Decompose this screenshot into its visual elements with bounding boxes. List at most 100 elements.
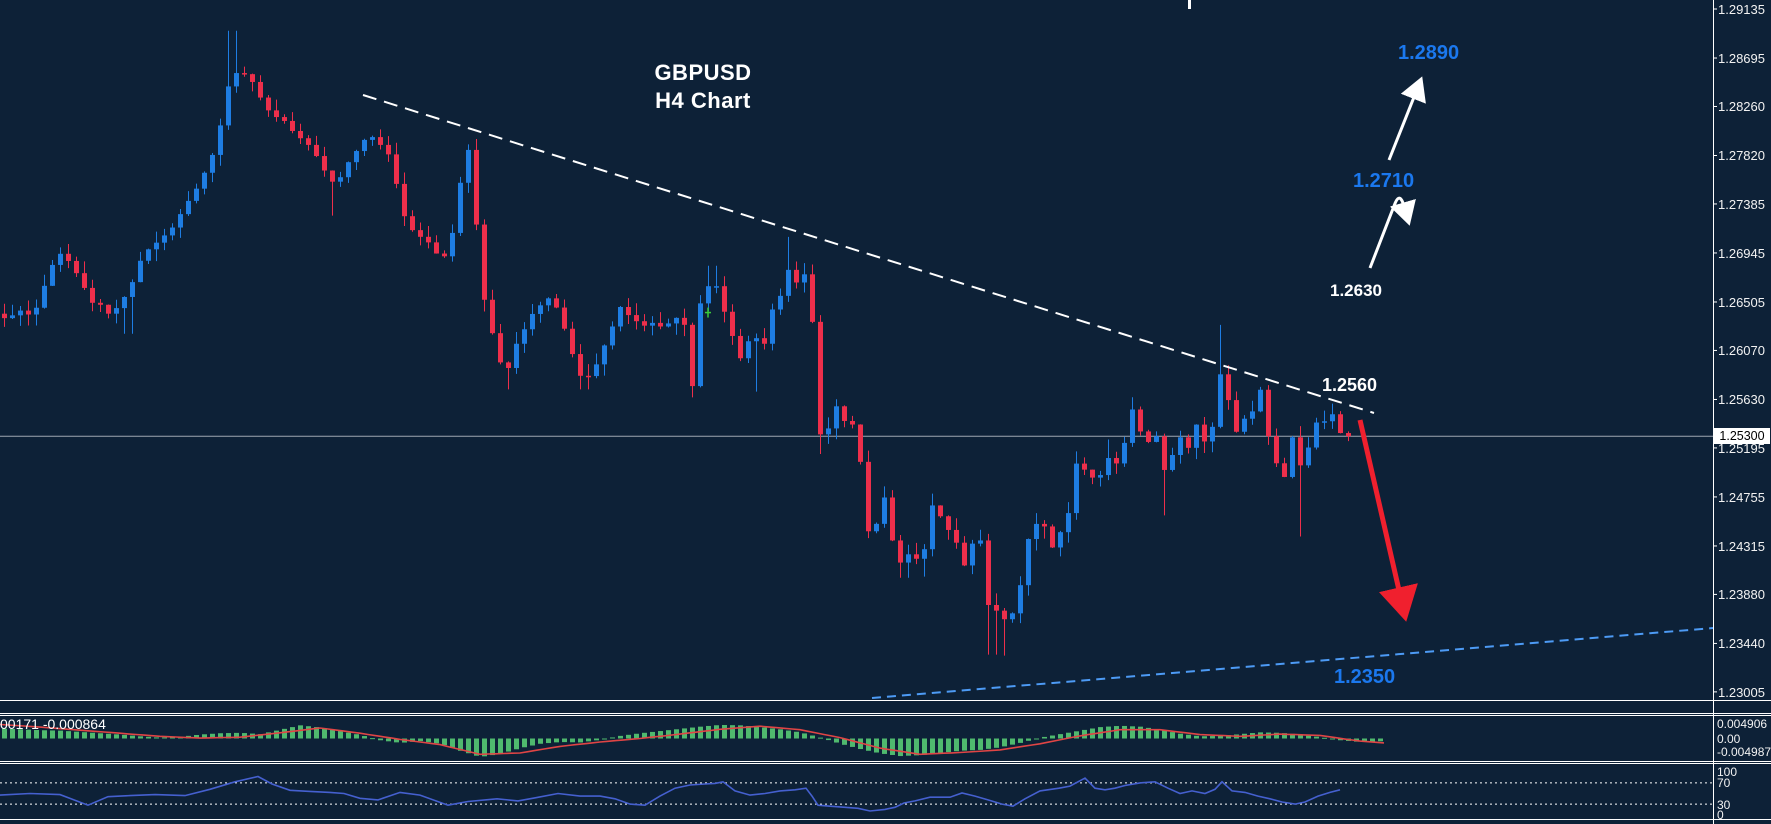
macd-histogram-bar [82, 732, 87, 739]
candle-body [490, 299, 495, 334]
macd-histogram-bar [130, 735, 135, 739]
candle-body [178, 214, 183, 228]
candle-body [402, 183, 407, 217]
candle-body [162, 235, 167, 243]
macd-histogram-bar [1010, 738, 1015, 745]
candle-body [466, 149, 471, 183]
macd-histogram-bar [138, 736, 143, 739]
macd-scale-label: -0.004987 [1717, 745, 1771, 759]
candle-body [890, 497, 895, 541]
candle-body [1146, 431, 1151, 442]
macd-histogram-bar [570, 738, 575, 743]
candle-body [1138, 409, 1143, 432]
macd-histogram-bar [218, 733, 223, 739]
bullish-bounce-arrow[interactable] [1368, 196, 1416, 269]
macd-histogram-bar [946, 738, 951, 753]
candle-body [930, 505, 935, 550]
price-level-label-1-2560[interactable]: 1.2560 [1322, 375, 1378, 395]
candle-body [586, 375, 591, 378]
candle-body [274, 110, 279, 118]
macd-histogram-bar [154, 737, 159, 739]
candle-body [674, 317, 679, 324]
candle-body [642, 321, 647, 326]
macd-histogram-bar [1026, 738, 1031, 741]
macd-histogram-bar [826, 738, 831, 741]
macd-histogram-bar [146, 736, 151, 739]
candle-body [202, 172, 207, 189]
candle-body [938, 505, 943, 517]
macd-histogram-bar [506, 738, 511, 752]
descending-trendline [362, 94, 1375, 414]
macd-histogram-bar [1138, 726, 1143, 739]
candle-body [1226, 374, 1231, 401]
macd-histogram-bar [1034, 738, 1039, 740]
candle-body [818, 321, 823, 435]
bearish-arrow[interactable] [1357, 419, 1418, 622]
macd-histogram-bar [1018, 738, 1023, 743]
macd-histogram-bar [906, 738, 911, 756]
candle-body [874, 523, 879, 532]
macd-histogram-bar [1130, 726, 1135, 739]
candle-body [1338, 414, 1343, 434]
candle-body [1210, 426, 1215, 442]
candle-body [450, 232, 455, 257]
candle-body [698, 303, 703, 387]
candle-body [1330, 414, 1335, 422]
macd-histogram-bar [466, 738, 471, 754]
candle-body [866, 461, 871, 532]
macd-histogram-bar [1370, 738, 1375, 742]
price-target-label-1-2350[interactable]: 1.2350 [1334, 666, 1396, 688]
macd-histogram-bar [834, 738, 839, 743]
price-axis-label: 1.28695 [1718, 51, 1765, 67]
macd-histogram-bar [458, 738, 463, 751]
macd-histogram-bar [586, 738, 591, 742]
candle-body [122, 296, 127, 309]
candle-body [706, 286, 711, 304]
macd-histogram-bar [1362, 738, 1367, 742]
bullish-arrow-upper[interactable] [1387, 76, 1426, 161]
macd-histogram-bar [874, 738, 879, 753]
candle-body [914, 554, 919, 559]
macd-histogram-bar [386, 738, 391, 742]
candle-body [770, 309, 775, 344]
candle-body [386, 144, 391, 155]
macd-histogram-bar [810, 735, 815, 739]
candle-body [1162, 436, 1167, 470]
chart-title-timeframe: H4 Chart [655, 88, 751, 113]
macd-histogram-bar [106, 733, 111, 739]
macd-histogram-bar [626, 734, 631, 739]
macd-histogram-bar [194, 734, 199, 739]
chart-title-symbol: GBPUSD [654, 60, 752, 85]
candle-body [810, 274, 815, 322]
macd-histogram-bar [2, 728, 7, 739]
macd-histogram-bar [922, 738, 927, 755]
macd-histogram-bar [322, 728, 327, 739]
candle-body [1082, 463, 1087, 470]
macd-histogram-bar [1378, 738, 1383, 742]
candle-body [26, 310, 31, 315]
candle-body [114, 308, 119, 314]
macd-histogram-bar [698, 726, 703, 739]
price-target-label-1-2710[interactable]: 1.2710 [1353, 170, 1415, 192]
candle-body [1314, 422, 1319, 448]
candle-body [858, 424, 863, 462]
candle-body [602, 345, 607, 365]
price-target-label-1-2890[interactable]: 1.2890 [1398, 42, 1460, 64]
macd-histogram-bar [98, 733, 103, 739]
candle-body [90, 287, 95, 303]
macd-histogram-bar [1338, 738, 1343, 741]
candle-body [618, 306, 623, 327]
candle-body [786, 269, 791, 296]
price-level-label-1-2630[interactable]: 1.2630 [1330, 281, 1382, 300]
candle-body [1186, 437, 1191, 448]
macd-histogram-bar [594, 738, 599, 741]
macd-histogram-bar [538, 738, 543, 744]
macd-histogram-bar [954, 738, 959, 752]
candle-body [690, 324, 695, 387]
candle-body [58, 253, 63, 265]
macd-histogram-bar [1042, 736, 1047, 739]
candle-body [170, 227, 175, 236]
candle-body [1202, 424, 1207, 442]
candle-body [74, 260, 79, 274]
